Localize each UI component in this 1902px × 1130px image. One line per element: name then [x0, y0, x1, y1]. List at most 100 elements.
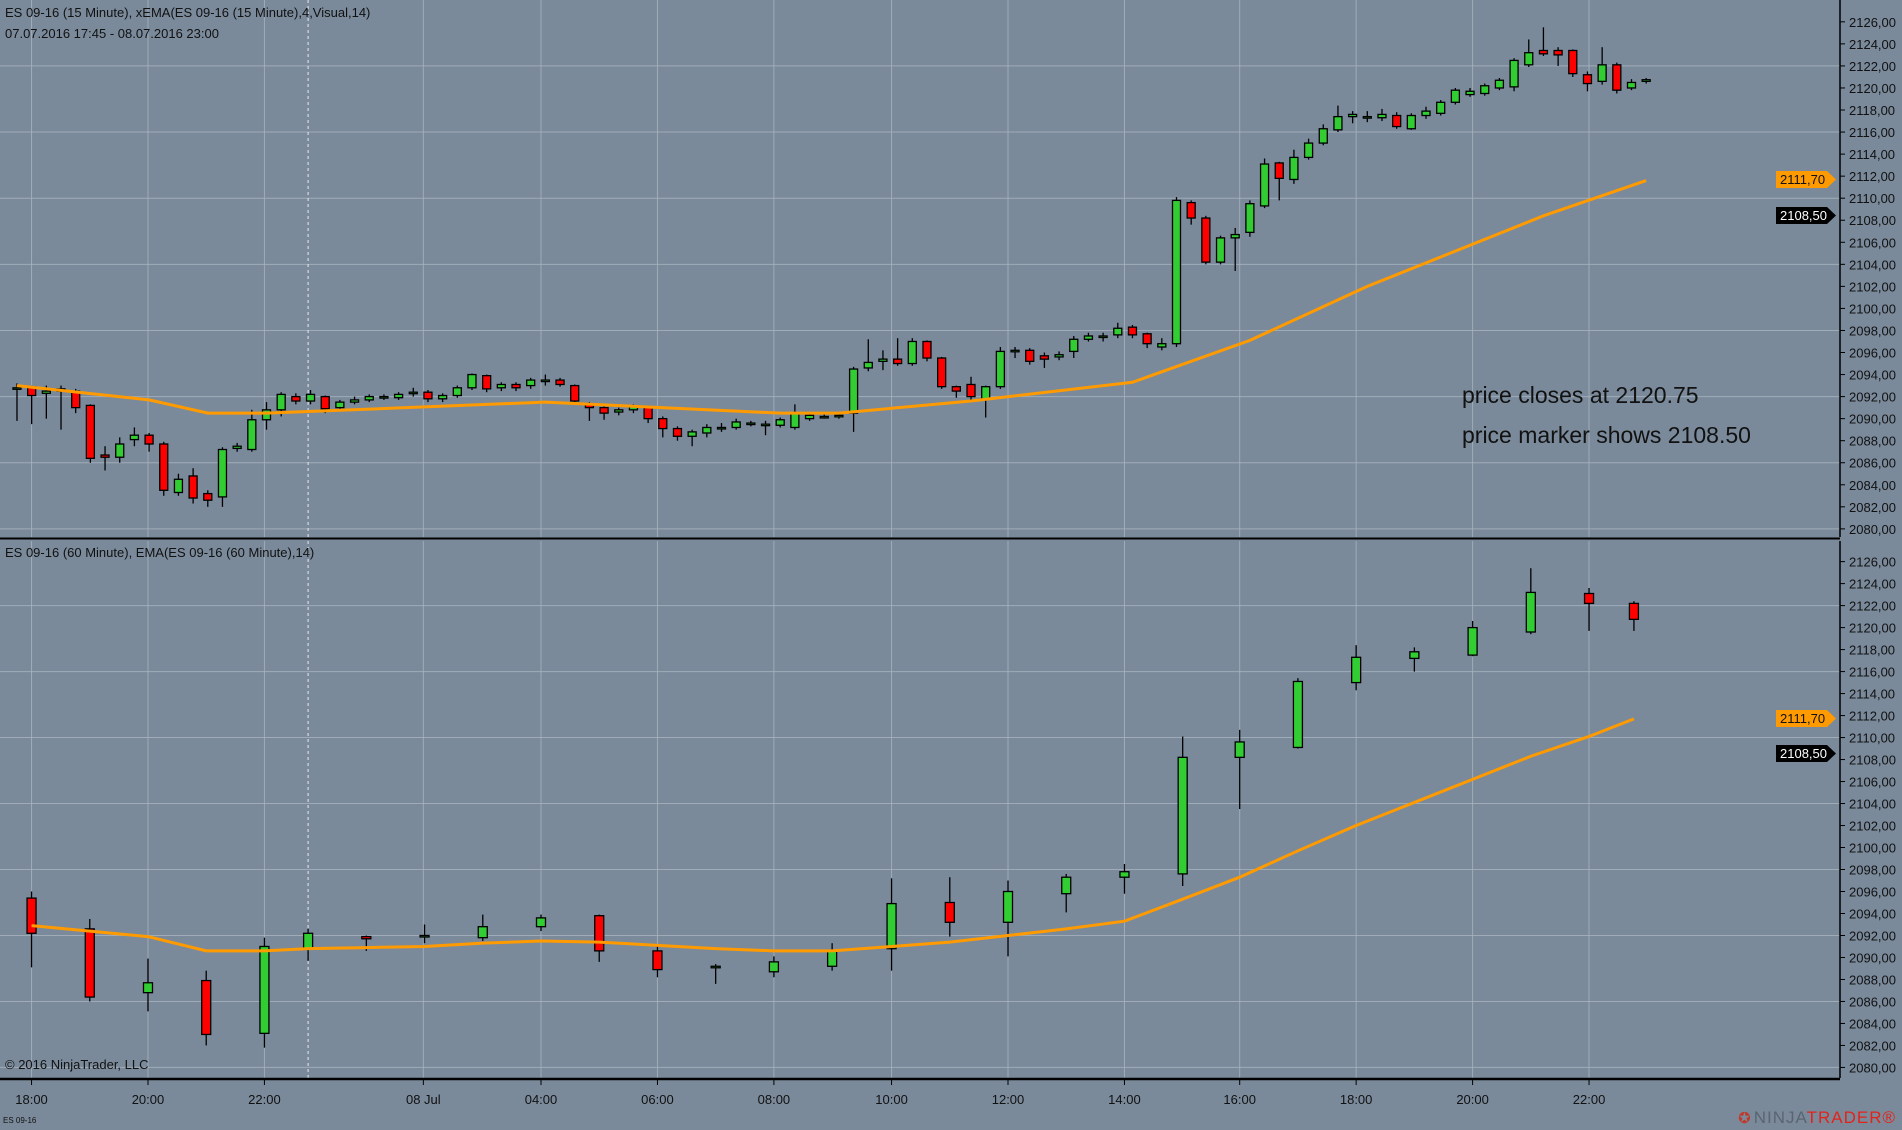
candle-up	[232, 445, 242, 450]
candle-down	[1274, 162, 1284, 180]
price-tick-label: 2124,00	[1849, 577, 1896, 592]
candle-up	[878, 358, 888, 362]
candle-down	[188, 475, 198, 499]
candle-up	[1098, 335, 1108, 339]
candle-up	[804, 414, 815, 420]
price-tick-label: 2116,00	[1849, 125, 1895, 140]
time-tick-label: 22:00	[248, 1092, 281, 1107]
candle-down	[320, 395, 330, 410]
candle-up	[1465, 90, 1475, 96]
price-tick-label: 2096,00	[1849, 346, 1896, 361]
candle-up	[1350, 656, 1362, 684]
price-tick-label: 2114,00	[1849, 147, 1895, 162]
top-ema-price-marker: 2111,70	[1776, 171, 1836, 188]
candle-up	[1303, 142, 1314, 159]
time-tick-label: 22:00	[1573, 1092, 1606, 1107]
price-tick-label: 2108,00	[1849, 213, 1896, 228]
top-pane-date-range: 07.07.2016 17:45 - 08.07.2016 23:00	[5, 26, 219, 41]
candle-down	[1186, 201, 1196, 219]
candle-down	[84, 928, 95, 998]
price-tick-label: 2088,00	[1849, 434, 1896, 449]
candle-down	[658, 417, 668, 430]
candle-up	[305, 393, 316, 402]
price-tick-label: 2082,00	[1849, 500, 1896, 515]
time-tick-label: 10:00	[875, 1092, 908, 1107]
price-tick-label: 2118,00	[1849, 643, 1895, 658]
price-tick-label: 2082,00	[1849, 1038, 1896, 1053]
candle-down	[944, 901, 955, 923]
time-tick-label: 16:00	[1223, 1092, 1256, 1107]
candle-up	[1597, 64, 1607, 83]
candle-up	[1054, 354, 1064, 358]
price-tick-label: 2104,00	[1849, 797, 1896, 812]
candle-up	[710, 965, 721, 969]
time-tick-label: 12:00	[992, 1092, 1025, 1107]
price-tick-label: 2104,00	[1849, 257, 1896, 272]
candle-down	[144, 434, 154, 445]
candle-up	[1230, 233, 1240, 239]
price-tick-label: 2080,00	[1849, 522, 1896, 537]
candle-up	[848, 368, 859, 414]
candle-up	[173, 478, 184, 494]
candle-up	[1641, 79, 1651, 83]
candle-up	[1377, 113, 1387, 119]
candle-up	[687, 431, 697, 437]
candle-up	[115, 443, 125, 458]
candle-down	[951, 386, 961, 392]
candle-up	[408, 391, 418, 395]
price-tick-label: 2112,00	[1849, 709, 1895, 724]
candle-up	[1215, 237, 1226, 263]
candle-down	[26, 897, 37, 934]
candle-down	[1127, 326, 1138, 336]
price-tick-label: 2096,00	[1849, 885, 1896, 900]
bottom-last-price-marker: 2108,50	[1776, 745, 1836, 762]
price-tick-label: 2106,00	[1849, 235, 1896, 250]
candle-down	[159, 443, 169, 491]
candle-down	[652, 950, 663, 971]
price-tick-label: 2102,00	[1849, 279, 1896, 294]
candle-up	[276, 393, 286, 411]
candle-up	[12, 387, 22, 390]
candle-up	[1292, 680, 1304, 749]
candle-up	[1333, 115, 1343, 131]
candle-up	[1524, 52, 1534, 66]
candle-up	[379, 395, 389, 399]
candle-up	[1177, 756, 1188, 875]
candle-up	[437, 394, 448, 400]
candle-down	[966, 383, 976, 398]
candle-up	[41, 390, 51, 394]
candle-up	[768, 961, 780, 973]
candle-down	[1612, 64, 1622, 91]
time-tick-label: 18:00	[15, 1092, 48, 1107]
candle-up	[995, 350, 1006, 388]
candle-up	[1119, 871, 1130, 878]
candle-up	[1061, 876, 1072, 895]
candle-up	[129, 434, 140, 441]
candle-down	[201, 979, 212, 1036]
ema-line-15min	[16, 179, 1647, 415]
bottom-pane-title: ES 09-16 (60 Minute), EMA(ES 09-16 (60 M…	[5, 545, 315, 560]
copyright: © 2016 NinjaTrader, LLC	[5, 1057, 149, 1072]
price-tick-label: 2094,00	[1849, 906, 1896, 921]
candle-up	[716, 426, 727, 430]
candle-up	[826, 950, 838, 967]
candle-up	[364, 395, 374, 401]
candle-up	[1467, 626, 1478, 656]
candle-down	[1201, 217, 1211, 263]
candle-up	[1480, 85, 1490, 95]
candle-up	[1069, 338, 1079, 353]
logo-ninja-text: NINJA	[1753, 1108, 1807, 1127]
candle-up	[1289, 156, 1299, 181]
candle-down	[1025, 349, 1035, 362]
candle-up	[1347, 113, 1358, 118]
time-tick-label: 08 Jul	[406, 1092, 441, 1107]
candle-up	[702, 426, 712, 434]
candle-up	[467, 373, 477, 389]
candle-up	[393, 393, 404, 399]
candle-up	[614, 409, 624, 413]
candle-up	[790, 412, 800, 429]
candle-up	[1234, 741, 1245, 759]
candle-down	[1583, 592, 1595, 605]
candle-down	[1142, 333, 1152, 345]
candle-up	[981, 386, 991, 400]
